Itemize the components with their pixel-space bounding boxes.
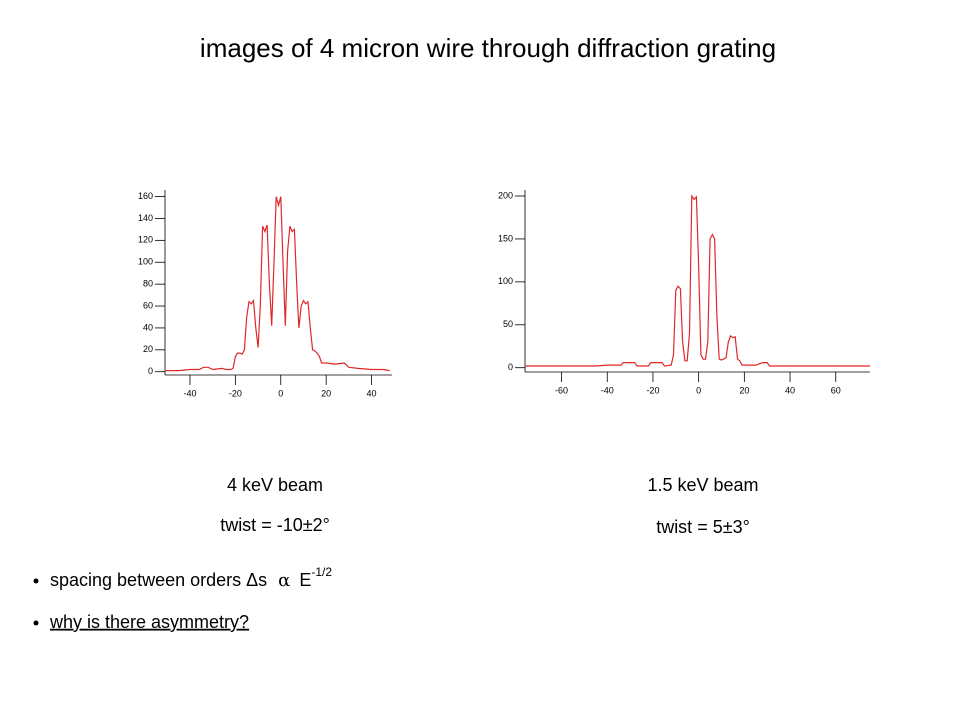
- data-line: [525, 194, 870, 367]
- y-tick-label: 160: [138, 191, 153, 201]
- y-tick-label: 120: [138, 235, 153, 245]
- slide-title: images of 4 micron wire through diffract…: [200, 33, 776, 63]
- y-tick-label: 50: [503, 319, 513, 329]
- x-tick-label: 20: [321, 388, 331, 398]
- y-tick-label: 80: [143, 279, 153, 289]
- x-tick-label: -20: [229, 388, 242, 398]
- data-line: [165, 196, 390, 372]
- bullet-dot: [33, 578, 39, 584]
- y-tick-label: 100: [138, 257, 153, 267]
- y-tick-label: 0: [148, 366, 153, 376]
- y-tick-label: 60: [143, 300, 153, 310]
- x-tick-label: 60: [831, 385, 841, 395]
- x-tick-label: 40: [367, 388, 377, 398]
- bullet-sup: -1/2: [311, 565, 332, 579]
- y-tick-label: 140: [138, 213, 153, 223]
- x-tick-label: -40: [601, 385, 614, 395]
- bullet-text: spacing between orders Δs α E-1/2: [50, 565, 332, 591]
- x-tick-label: 0: [696, 385, 701, 395]
- y-tick-label: 40: [143, 322, 153, 332]
- x-tick-label: 0: [278, 388, 283, 398]
- bullet-dot: [33, 620, 39, 626]
- bullet-part: spacing between orders Δs: [50, 570, 267, 590]
- y-tick-label: 0: [508, 362, 513, 372]
- caption-beam: 1.5 keV beam: [647, 475, 758, 495]
- y-tick-label: 200: [498, 190, 513, 200]
- x-tick-label: -40: [183, 388, 196, 398]
- caption-twist: twist = -10±2°: [220, 515, 330, 535]
- bullet-symbol: α: [278, 570, 290, 591]
- x-tick-label: -20: [646, 385, 659, 395]
- bullet-text[interactable]: why is there asymmetry?: [49, 612, 249, 632]
- caption-twist: twist = 5±3°: [656, 517, 750, 537]
- y-tick-label: 20: [143, 344, 153, 354]
- bullet-part: E: [299, 570, 311, 590]
- x-tick-label: -60: [555, 385, 568, 395]
- y-tick-label: 100: [498, 276, 513, 286]
- x-tick-label: 20: [739, 385, 749, 395]
- y-tick-label: 150: [498, 233, 513, 243]
- x-tick-label: 40: [785, 385, 795, 395]
- caption-beam: 4 keV beam: [227, 475, 323, 495]
